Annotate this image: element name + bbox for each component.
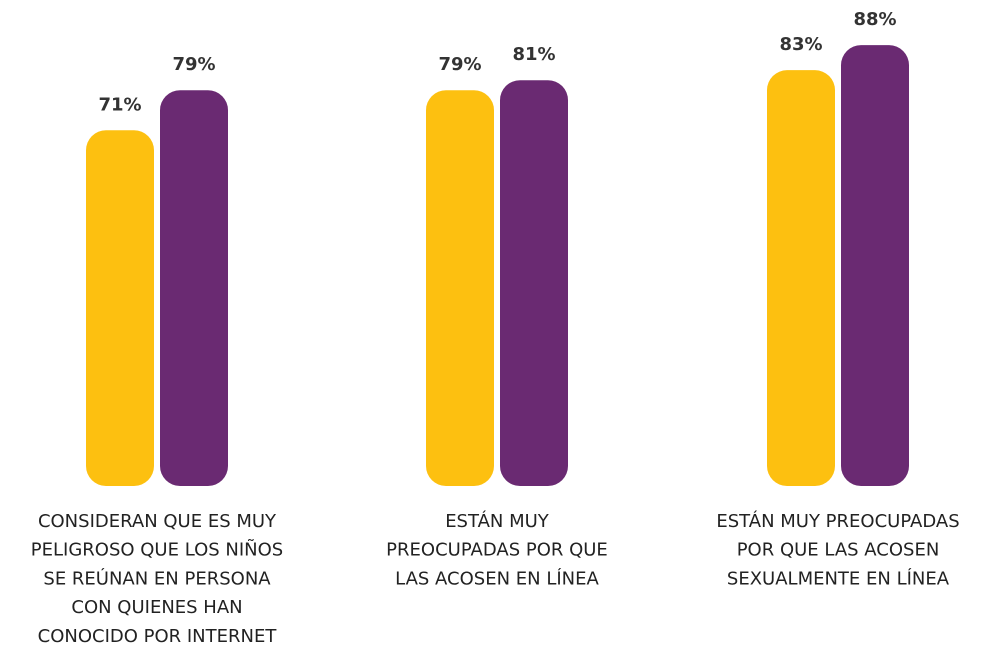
category-label: CONOCIDO POR INTERNET — [38, 626, 278, 646]
value-label: 83% — [779, 34, 822, 55]
category-label: SEXUALMENTE EN LÍNEA — [727, 567, 950, 589]
bar — [426, 90, 494, 487]
value-label: 79% — [172, 54, 215, 75]
category-label: CONSIDERAN QUE ES MUY — [38, 511, 277, 532]
category-label: PREOCUPADAS POR QUE — [386, 540, 608, 561]
category-label: ESTÁN MUY — [445, 510, 550, 532]
bar — [500, 80, 568, 486]
category-label: POR QUE LAS ACOSEN — [737, 540, 940, 561]
bar — [86, 130, 154, 487]
category-label: ESTÁN MUY PREOCUPADAS — [716, 510, 959, 532]
value-label: 88% — [853, 9, 896, 30]
bar — [160, 90, 228, 487]
category-label: CON QUIENES HAN — [71, 597, 242, 618]
category-label: PELIGROSO QUE LOS NIÑOS — [31, 539, 283, 561]
bar — [841, 45, 909, 487]
bar — [767, 70, 835, 487]
category-label: LAS ACOSEN EN LÍNEA — [395, 567, 599, 589]
value-label: 81% — [512, 44, 555, 65]
value-label: 79% — [438, 54, 481, 75]
value-label: 71% — [98, 94, 141, 115]
category-label: SE REÚNAN EN PERSONA — [43, 567, 271, 589]
